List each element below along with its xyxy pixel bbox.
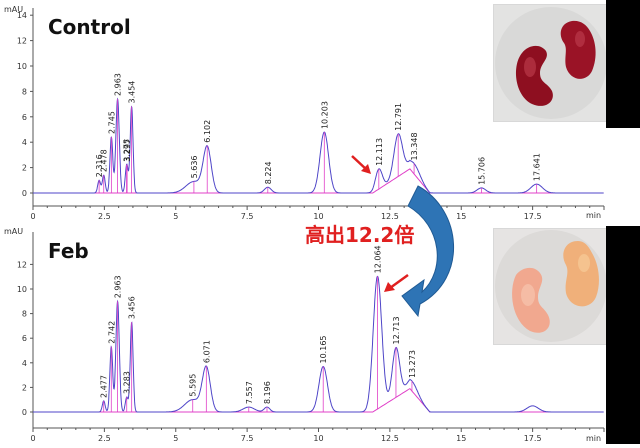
peak-label: 2.478 (100, 149, 109, 172)
peak-label: 3.454 (128, 81, 137, 104)
kidney-icon (563, 241, 599, 307)
peak-label: 2.477 (100, 375, 109, 398)
peak-label: 8.196 (263, 381, 272, 404)
peak-label: 12.113 (375, 138, 384, 166)
x-tick-label: 15 (456, 212, 466, 221)
y-tick-label: 8 (22, 87, 27, 96)
x-tick-label: 2.5 (98, 434, 111, 443)
y-tick-label: 6 (22, 113, 27, 122)
x-tick-label: 15 (456, 434, 466, 443)
y-tick-label: 8 (22, 310, 27, 319)
fold-change-callout: 高出12.2倍 (305, 223, 414, 247)
peak-label: 6.102 (203, 120, 212, 143)
peak-label: 12.064 (373, 245, 382, 273)
feb-chromatogram-panel: mAU Feb 0 2 4 6 8 10 12 0 2.5 5 7.5 10 12.5 15 17.5 2.… (4, 227, 605, 443)
y-tick-label: 2 (22, 164, 27, 173)
chromatogram-trace (33, 97, 604, 194)
x-tick-label: 12.5 (381, 212, 399, 221)
y-tick-label: 10 (17, 285, 27, 294)
kidney-icon (560, 20, 596, 79)
control-peak-pointer (351, 155, 371, 174)
peak-label: 2.745 (107, 111, 116, 134)
y-tick-label: 14 (17, 11, 27, 20)
x-tick-label: 0 (30, 434, 35, 443)
baseline-line (90, 168, 603, 194)
kidney-icon (516, 45, 553, 106)
chromatogram-trace (33, 275, 604, 413)
y-tick-label: 12 (17, 260, 27, 269)
x-tick-label: 7.5 (241, 212, 254, 221)
x-tick-label: 12.5 (381, 434, 399, 443)
peak-label: 2.963 (114, 275, 123, 298)
feb-title: Feb (48, 239, 89, 263)
red-arrow-head (361, 164, 371, 174)
feb-peak-pointer (384, 273, 409, 292)
peak-label: 3.297 (123, 139, 132, 162)
black-edge-bar (606, 226, 640, 444)
x-tick-label: 5 (173, 434, 178, 443)
peak-label: 17.641 (533, 153, 542, 181)
peak-label: 12.791 (394, 103, 403, 131)
peak-label: 10.165 (319, 335, 328, 363)
x-tick-label: 0 (30, 212, 35, 221)
x-tick-label: 7.5 (241, 434, 254, 443)
peak-label: 15.706 (477, 157, 486, 185)
red-arrow-shaft (389, 273, 409, 290)
peak-label: 3.275 (123, 139, 132, 162)
control-chromatogram-panel: mAU Control 0 2 4 6 8 10 12 14 0 2.5 5 7.5 10 12.5 15 1… (4, 5, 605, 221)
y-tick-label: 6 (22, 334, 27, 343)
peak-label: 5.636 (190, 155, 199, 178)
peak-label: 13.348 (410, 132, 419, 160)
peak-label: 2.963 (114, 73, 123, 96)
peak-label: 2.316 (95, 154, 104, 177)
x-axis-unit: min (586, 434, 601, 443)
x-tick-label: 10 (313, 434, 323, 443)
peak-label: 2.742 (107, 321, 116, 344)
y-tick-label: 12 (17, 37, 27, 46)
peak-label: 12.713 (392, 316, 401, 344)
comparison-arrow (401, 185, 454, 318)
y-tick-label: 10 (17, 62, 27, 71)
peak-label: 10.203 (320, 101, 329, 129)
peak-label: 5.595 (189, 374, 198, 397)
x-tick-label: 10 (313, 212, 323, 221)
y-tick-label: 4 (22, 138, 27, 147)
x-tick-label: 2.5 (98, 212, 111, 221)
peak-label: 6.071 (202, 340, 211, 363)
control-title: Control (48, 15, 131, 39)
x-axis-unit: min (586, 211, 601, 220)
y-tick-label: 2 (22, 383, 27, 392)
control-kidney-photo (493, 4, 609, 122)
feb-kidney-photo (493, 228, 609, 345)
red-arrow-head (384, 282, 395, 292)
y-axis-label: mAU (4, 5, 23, 14)
x-tick-label: 17.5 (524, 212, 542, 221)
y-axis-label: mAU (4, 227, 23, 236)
black-edge-bar (606, 0, 640, 128)
peak-label: 7.557 (245, 381, 254, 404)
peak-label: 3.283 (123, 371, 132, 394)
peak-label: 8.224 (264, 161, 273, 184)
peak-label: 13.273 (408, 350, 417, 378)
y-tick-label: 0 (22, 408, 27, 417)
curved-arrow-icon (401, 185, 454, 318)
x-tick-label: 5 (173, 212, 178, 221)
y-tick-label: 4 (22, 359, 27, 368)
peak-label: 3.456 (128, 296, 137, 319)
y-tick-label: 0 (22, 189, 27, 198)
x-tick-label: 17.5 (524, 434, 542, 443)
